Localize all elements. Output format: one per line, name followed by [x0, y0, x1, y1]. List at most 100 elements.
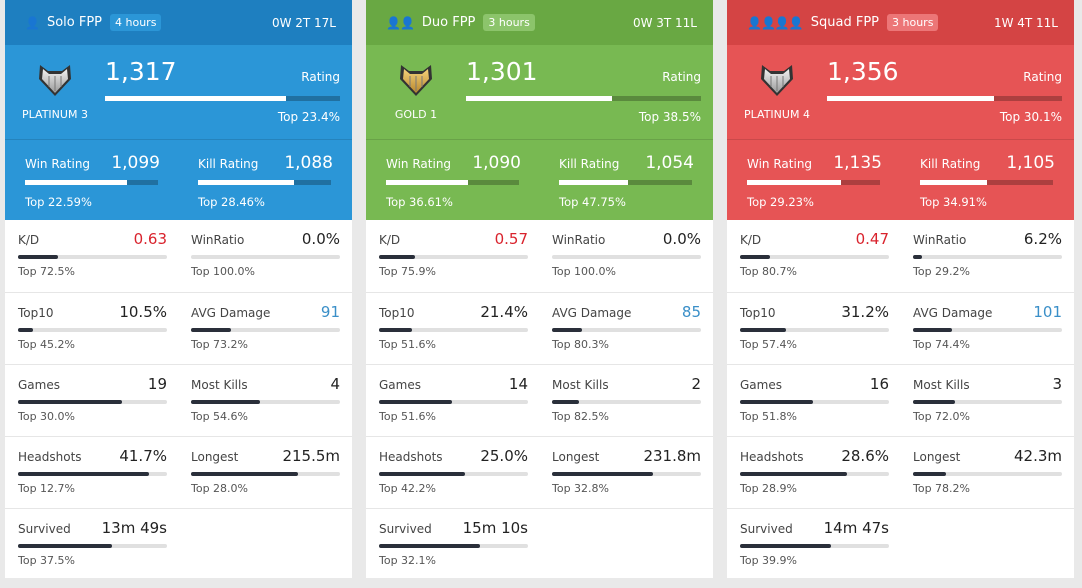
win-rating: Win Rating 1,099 Top 22.59%	[25, 153, 160, 209]
stat-progress-bar	[191, 400, 340, 404]
rating-progress-bar	[827, 96, 1062, 101]
stat-progress-bar	[740, 400, 889, 404]
stat-longest: Longest 42.3m Top 78.2%	[913, 447, 1062, 495]
rating-value: 1,301	[466, 57, 538, 86]
stat-progress-bar	[191, 328, 340, 332]
solo-person-icon: 👤	[25, 15, 40, 30]
stats-row: Games 16 Top 51.8% Most Kills 3 Top 72.0…	[727, 364, 1074, 436]
stat-games: Games 16 Top 51.8%	[740, 375, 889, 423]
tier-label: PLATINUM 4	[744, 108, 810, 121]
rating-progress-bar	[466, 96, 701, 101]
stat-survived: Survived 15m 10s Top 32.1%	[379, 519, 528, 567]
stat-avg-damage: AVG Damage 85 Top 80.3%	[552, 303, 701, 351]
stats-row: Top10 10.5% Top 45.2% AVG Damage 91 Top …	[5, 292, 352, 364]
rating-section: GOLD 1 1,301 Rating Top 38.5%	[366, 45, 713, 140]
stat-headshots: Headshots 25.0% Top 42.2%	[379, 447, 528, 495]
stat-progress-bar	[191, 255, 340, 259]
win-rating-bar	[386, 180, 519, 185]
stat-games: Games 19 Top 30.0%	[18, 375, 167, 423]
stat-progress-bar	[18, 544, 167, 548]
win-rating-bar	[25, 180, 158, 185]
stat-longest: Longest 215.5m Top 28.0%	[191, 447, 340, 495]
stat-winratio: WinRatio 0.0% Top 100.0%	[191, 230, 340, 278]
win-rating: Win Rating 1,090 Top 36.61%	[386, 153, 521, 209]
stat-progress-bar	[379, 400, 528, 404]
sub-ratings: Win Rating 1,099 Top 22.59% Kill Rating …	[5, 140, 352, 220]
stat-winratio: WinRatio 6.2% Top 29.2%	[913, 230, 1062, 278]
stat-avg-damage: AVG Damage 101 Top 74.4%	[913, 303, 1062, 351]
card-solo: 👤 Solo FPP 4 hours 0W 2T 17L PLATINUM 3 …	[5, 0, 352, 578]
rating-value: 1,317	[105, 57, 177, 86]
stats-row: Survived 13m 49s Top 37.5%	[5, 508, 352, 580]
stats-row: Top10 31.2% Top 57.4% AVG Damage 101 Top…	[727, 292, 1074, 364]
stat-progress-bar	[740, 472, 889, 476]
stat-k-d: K/D 0.63 Top 72.5%	[18, 230, 167, 278]
stats-row: Headshots 41.7% Top 12.7% Longest 215.5m…	[5, 436, 352, 508]
stats-row: K/D 0.47 Top 80.7% WinRatio 6.2% Top 29.…	[727, 220, 1074, 292]
tier-label: GOLD 1	[394, 108, 438, 121]
platinum-medal-icon	[761, 65, 793, 96]
stat-most-kills: Most Kills 3 Top 72.0%	[913, 375, 1062, 423]
stats-row: Games 14 Top 51.6% Most Kills 2 Top 82.5…	[366, 364, 713, 436]
stats-row: Survived 14m 47s Top 39.9%	[727, 508, 1074, 580]
kill-rating-bar	[198, 180, 331, 185]
record: 0W 3T 11L	[632, 15, 697, 30]
stat-avg-damage: AVG Damage 91 Top 73.2%	[191, 303, 340, 351]
record: 1W 4T 11L	[993, 15, 1058, 30]
stat-top10: Top10 10.5% Top 45.2%	[18, 303, 167, 351]
stat-progress-bar	[913, 472, 1062, 476]
stat-progress-bar	[913, 328, 1062, 332]
stat-k-d: K/D 0.47 Top 80.7%	[740, 230, 889, 278]
stats-row: Survived 15m 10s Top 32.1%	[366, 508, 713, 580]
win-rating-bar	[747, 180, 880, 185]
card-header: 👤👤👤👤 Squad FPP 3 hours 1W 4T 11L	[727, 0, 1074, 45]
stat-headshots: Headshots 41.7% Top 12.7%	[18, 447, 167, 495]
kill-rating: Kill Rating 1,054 Top 47.75%	[559, 153, 694, 209]
stat-progress-bar	[18, 255, 167, 259]
sub-ratings: Win Rating 1,090 Top 36.61% Kill Rating …	[366, 140, 713, 220]
kill-rating-bar	[920, 180, 1053, 185]
stat-progress-bar	[18, 400, 167, 404]
rating-progress-bar	[105, 96, 340, 101]
card-squad: 👤👤👤👤 Squad FPP 3 hours 1W 4T 11L PLATINU…	[727, 0, 1074, 578]
kill-rating-bar	[559, 180, 692, 185]
gold-medal-icon	[400, 65, 432, 96]
stat-progress-bar	[913, 255, 1062, 259]
stat-progress-bar	[913, 400, 1062, 404]
stats-row: Games 19 Top 30.0% Most Kills 4 Top 54.6…	[5, 364, 352, 436]
stat-top10: Top10 21.4% Top 51.6%	[379, 303, 528, 351]
stat-progress-bar	[552, 400, 701, 404]
stat-progress-bar	[18, 328, 167, 332]
stats-row: Headshots 25.0% Top 42.2% Longest 231.8m…	[366, 436, 713, 508]
kill-rating: Kill Rating 1,105 Top 34.91%	[920, 153, 1055, 209]
rating-section: PLATINUM 3 1,317 Rating Top 23.4%	[5, 45, 352, 140]
stat-progress-bar	[740, 544, 889, 548]
stats-row: Top10 21.4% Top 51.6% AVG Damage 85 Top …	[366, 292, 713, 364]
stat-progress-bar	[191, 472, 340, 476]
stat-survived: Survived 13m 49s Top 37.5%	[18, 519, 167, 567]
mode-title: Duo FPP	[421, 15, 476, 30]
stat-k-d: K/D 0.57 Top 75.9%	[379, 230, 528, 278]
stat-progress-bar	[379, 255, 528, 259]
stat-top10: Top10 31.2% Top 57.4%	[740, 303, 889, 351]
stat-progress-bar	[552, 472, 701, 476]
stats-grid: K/D 0.57 Top 75.9% WinRatio 0.0% Top 100…	[366, 220, 713, 580]
duo-people-icon: 👤👤	[386, 15, 415, 30]
rating-value: 1,356	[827, 57, 899, 86]
time-badge: 3 hours	[483, 14, 535, 31]
stats-row: Headshots 28.6% Top 28.9% Longest 42.3m …	[727, 436, 1074, 508]
stat-most-kills: Most Kills 4 Top 54.6%	[191, 375, 340, 423]
stat-survived: Survived 14m 47s Top 39.9%	[740, 519, 889, 567]
rating-section: PLATINUM 4 1,356 Rating Top 30.1%	[727, 45, 1074, 140]
stats-row: K/D 0.63 Top 72.5% WinRatio 0.0% Top 100…	[5, 220, 352, 292]
squad-people-icon: 👤👤👤👤	[747, 15, 804, 30]
card-header: 👤👤 Duo FPP 3 hours 0W 3T 11L	[366, 0, 713, 45]
stats-grid: K/D 0.47 Top 80.7% WinRatio 6.2% Top 29.…	[727, 220, 1074, 580]
stat-longest: Longest 231.8m Top 32.8%	[552, 447, 701, 495]
stat-progress-bar	[18, 472, 167, 476]
stats-grid: K/D 0.63 Top 72.5% WinRatio 0.0% Top 100…	[5, 220, 352, 580]
stat-progress-bar	[379, 328, 528, 332]
stat-progress-bar	[379, 544, 528, 548]
win-rating: Win Rating 1,135 Top 29.23%	[747, 153, 882, 209]
stat-games: Games 14 Top 51.6%	[379, 375, 528, 423]
